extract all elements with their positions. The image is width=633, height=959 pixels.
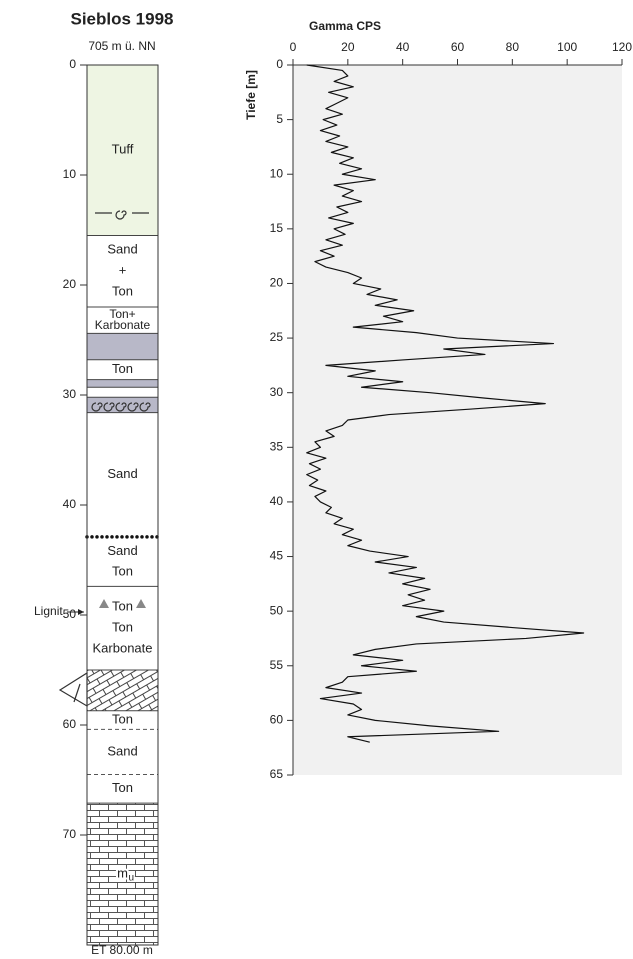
layer (87, 307, 158, 334)
layer-label: Ton (112, 284, 133, 299)
layer (87, 65, 158, 236)
x-tick-label: 20 (341, 40, 355, 54)
y-tick-label: 20 (270, 276, 284, 290)
layer-label: Karbonate (95, 318, 151, 332)
y-tick-label: 10 (270, 166, 284, 180)
wedge-arrow (73, 683, 81, 703)
layer (87, 586, 158, 670)
y-tick-label: 60 (63, 717, 77, 731)
symbols (58, 210, 151, 708)
layer (87, 670, 158, 711)
layer (87, 333, 158, 360)
layer-label: + (119, 263, 127, 278)
lithology-column: TuffSand+TonTon+KarbonateTonSandSandTonT… (63, 57, 160, 946)
layer-label: Ton (112, 620, 133, 635)
y-tick-label: 20 (63, 277, 77, 291)
layer-label: Ton (112, 780, 133, 795)
layer (87, 774, 158, 804)
x-tick-label: 80 (506, 40, 520, 54)
layer-label: Ton+ (109, 307, 135, 321)
layer-label: Sand (107, 466, 137, 481)
y-tick-label: 30 (63, 387, 77, 401)
layer (87, 359, 158, 380)
x-tick-label: 60 (451, 40, 465, 54)
plot-background (293, 65, 622, 775)
y-axis-title: Tiefe [m] (244, 70, 258, 120)
y-tick-label: 50 (270, 603, 284, 617)
y-tick-label: 5 (276, 112, 283, 126)
wedge (58, 671, 88, 708)
layer-label: Ton (112, 361, 133, 376)
layer (87, 536, 158, 587)
layer-label: Karbonate (93, 641, 153, 656)
x-tick-label: 0 (290, 40, 297, 54)
y-tick-label: 30 (270, 385, 284, 399)
spirals (91, 402, 151, 412)
layer-label: Tuff (112, 142, 134, 157)
x-tick-label: 100 (557, 40, 577, 54)
column-subtitle: 705 m ü. NN (88, 39, 155, 53)
layer-label: m (117, 865, 128, 880)
y-tick-label: 0 (69, 57, 76, 71)
column-footer: ET 80.00 m (91, 943, 153, 957)
y-tick-label: 65 (270, 767, 284, 781)
y-tick-label: 45 (270, 549, 284, 563)
lignit-label: Lignit (34, 604, 63, 618)
layer-label: Sand (107, 543, 137, 558)
y-tick-label: 40 (63, 497, 77, 511)
layer (87, 803, 158, 945)
x-axis-title: Gamma CPS (309, 19, 381, 33)
x-tick-label: 120 (612, 40, 632, 54)
column-title: Sieblos 1998 (70, 9, 173, 28)
y-tick-label: 10 (63, 167, 77, 181)
y-tick-label: 55 (270, 658, 284, 672)
y-tick-label: 70 (63, 827, 77, 841)
layer (87, 235, 158, 307)
spiral (115, 210, 127, 220)
y-tick-label: 50 (63, 607, 77, 621)
layer-label: Ton (112, 599, 133, 614)
layer (87, 710, 158, 730)
y-tick-label: 25 (270, 330, 284, 344)
y-tick-label: 0 (276, 57, 283, 71)
layer (87, 379, 158, 388)
y-tick-label: 15 (270, 221, 284, 235)
gamma-plot: 0 20 40 60 80 100 120 0 5 10 15 20 25 30 35 40 45 50 55 60 6… (270, 40, 633, 781)
layer-label: Ton (112, 563, 133, 578)
layer (87, 412, 158, 537)
gamma-line (306, 64, 585, 743)
triangles (99, 599, 146, 608)
layer-label: Sand (107, 242, 137, 257)
arrow-head (78, 609, 84, 615)
layer (87, 729, 158, 775)
layer-label: Sand (107, 743, 137, 758)
y-tick-label: 60 (270, 713, 284, 727)
y-tick-label: 35 (270, 439, 284, 453)
layer (87, 387, 158, 398)
x-tick-label: 40 (396, 40, 410, 54)
layer-label: Ton (112, 711, 133, 726)
y-tick-label: 40 (270, 494, 284, 508)
layer-label-subscript: u (129, 873, 135, 884)
